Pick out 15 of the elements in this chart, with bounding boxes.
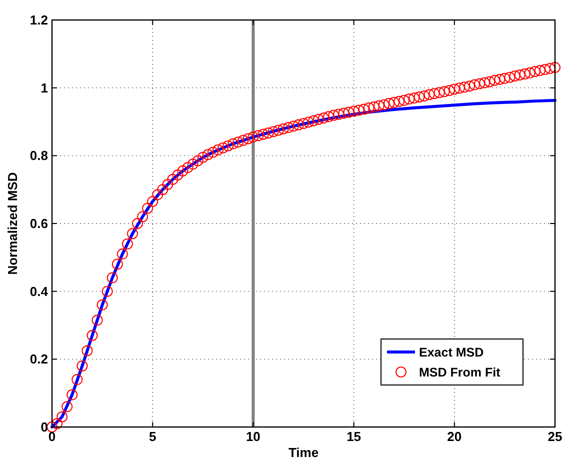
y-tick-label: 0.8 — [30, 148, 48, 164]
y-tick-label: 1.2 — [30, 12, 48, 28]
x-tick-label: 5 — [148, 429, 156, 444]
x-tick-label: 10 — [246, 429, 260, 444]
x-tick-label: 15 — [346, 429, 362, 444]
y-axis-title: Normalized MSD — [5, 172, 20, 275]
x-axis-title: Time — [288, 445, 319, 460]
legend-label: MSD From Fit — [419, 365, 502, 380]
y-tick-label: 0.6 — [30, 216, 48, 232]
x-tick-label: 25 — [548, 429, 562, 444]
legend-label: Exact MSD — [419, 345, 484, 360]
y-tick-label: 0.2 — [30, 352, 48, 367]
x-tick-label: 20 — [447, 429, 462, 444]
y-tick-label: 1 — [40, 80, 48, 96]
y-tick-label: 0.4 — [30, 284, 49, 299]
